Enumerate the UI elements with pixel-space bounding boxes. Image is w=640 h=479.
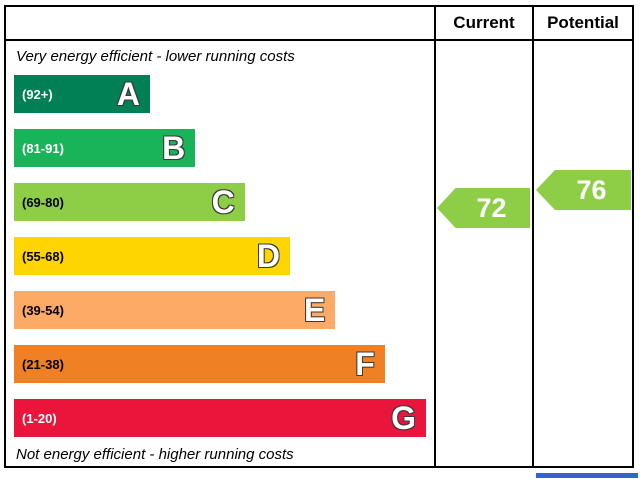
band-letter: G [391, 400, 416, 436]
potential-rating-arrow: 76 [536, 170, 631, 210]
band-letter: F [355, 346, 375, 382]
band-row-a: (92+) A [14, 75, 150, 113]
band-letter: B [162, 130, 186, 166]
band-range-label: (39-54) [22, 302, 64, 318]
footer-accent-bar [536, 473, 638, 478]
current-rating-cell: 72 [434, 41, 532, 466]
potential-rating-value: 76 [576, 174, 607, 205]
band-row-g: (1-20) G [14, 399, 426, 437]
rating-bands-area: Very energy efficient - lower running co… [6, 41, 434, 466]
band-row-d: (55-68) D [14, 237, 291, 275]
bottom-caption: Not energy efficient - higher running co… [16, 446, 294, 463]
band-row-b: (81-91) B [14, 129, 196, 167]
top-caption: Very energy efficient - lower running co… [16, 48, 295, 65]
band-letter: C [211, 184, 235, 220]
band-range-label: (69-80) [22, 194, 64, 210]
potential-header-label: Potential [547, 13, 619, 32]
band-letter: A [116, 76, 140, 112]
band-letter: E [304, 292, 326, 328]
band-range-label: (55-68) [22, 248, 64, 264]
current-rating-arrow: 72 [437, 188, 530, 228]
current-column-header: Current [434, 7, 532, 41]
band-range-label: (1-20) [22, 410, 57, 426]
potential-column-header: Potential [532, 7, 632, 41]
current-header-label: Current [453, 13, 515, 32]
band-range-label: (92+) [22, 86, 53, 102]
epc-rating-table: Current Potential Very energy efficient … [4, 5, 634, 468]
band-range-label: (21-38) [22, 356, 64, 372]
band-letter: D [256, 238, 281, 274]
potential-rating-cell: 76 [532, 41, 632, 466]
current-rating-value: 72 [476, 192, 507, 223]
band-range-label: (81-91) [22, 140, 64, 156]
band-row-f: (21-38) F [14, 345, 385, 383]
band-row-e: (39-54) E [14, 291, 336, 329]
band-row-c: (69-80) C [14, 183, 245, 221]
header-corner-cell [6, 7, 434, 41]
